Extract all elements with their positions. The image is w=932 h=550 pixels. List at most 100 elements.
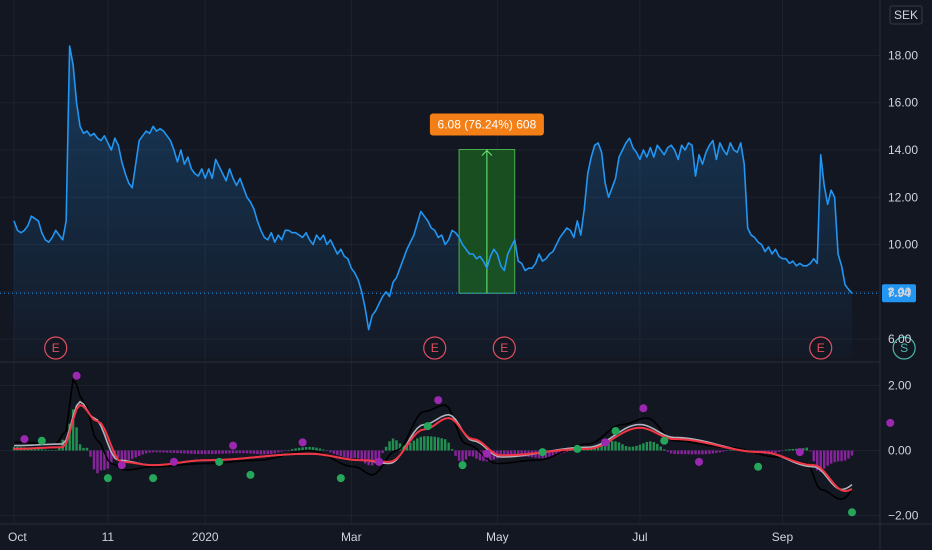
histogram-bar bbox=[833, 450, 836, 463]
cross-dot-green bbox=[246, 470, 255, 479]
histogram-bar bbox=[64, 440, 68, 451]
price-axis-tick-2: 14.00 bbox=[888, 143, 918, 157]
histogram-bar bbox=[47, 450, 50, 451]
signal-line bbox=[13, 400, 853, 491]
histogram-bar bbox=[464, 450, 468, 460]
histogram-bar bbox=[256, 450, 259, 455]
event-label-4: S bbox=[900, 341, 908, 355]
histogram-bar bbox=[840, 450, 843, 462]
event-badge-earnings-2[interactable] bbox=[492, 336, 516, 360]
cross-dot-green bbox=[611, 427, 620, 435]
histogram-bar bbox=[656, 443, 659, 451]
histogram-bar bbox=[249, 450, 252, 454]
histogram-bar bbox=[405, 444, 409, 451]
histogram-bar bbox=[235, 450, 238, 454]
cross-dot-purple bbox=[482, 449, 491, 458]
histogram-bar bbox=[450, 449, 454, 451]
cross-dot-purple bbox=[72, 371, 81, 380]
event-badge-earnings-0[interactable] bbox=[44, 336, 68, 360]
histogram-bar bbox=[847, 450, 850, 459]
histogram-bar bbox=[663, 449, 666, 451]
histogram-bar bbox=[788, 449, 791, 451]
histogram-bar bbox=[635, 445, 638, 451]
cross-dot-green bbox=[573, 444, 582, 453]
histogram-bar bbox=[638, 444, 642, 451]
histogram-bar bbox=[377, 450, 381, 460]
histogram-bar bbox=[659, 446, 662, 451]
histogram-bar bbox=[318, 448, 322, 451]
cross-dot-green bbox=[215, 457, 224, 466]
histogram-bar bbox=[510, 450, 513, 457]
histogram-bar bbox=[207, 450, 210, 455]
histogram-bar bbox=[628, 446, 631, 451]
histogram-bar bbox=[71, 409, 75, 451]
histogram-bar bbox=[193, 450, 197, 454]
price-series-line bbox=[13, 45, 853, 331]
histogram-bar bbox=[391, 438, 395, 451]
histogram-bar bbox=[51, 450, 54, 451]
histogram-bar bbox=[690, 450, 694, 455]
histogram-bar bbox=[360, 450, 363, 461]
histogram-bar bbox=[565, 450, 569, 452]
histogram-bar bbox=[221, 450, 224, 454]
cross-dot-purple bbox=[117, 461, 126, 470]
histogram-bar bbox=[836, 450, 840, 462]
histogram-bar bbox=[89, 450, 92, 457]
histogram-bar bbox=[603, 442, 607, 451]
histogram-bar bbox=[190, 450, 193, 454]
histogram-bar bbox=[829, 450, 833, 464]
histogram-bar bbox=[353, 450, 356, 458]
histogram-bar bbox=[176, 450, 179, 454]
histogram-bar bbox=[809, 450, 812, 452]
measure-label-box bbox=[429, 113, 544, 136]
event-badge-split-4[interactable] bbox=[892, 336, 916, 360]
currency-badge[interactable] bbox=[889, 5, 923, 25]
histogram-bar bbox=[395, 440, 398, 451]
histogram-bar bbox=[412, 440, 416, 451]
cross-dot-green bbox=[660, 436, 669, 445]
histogram-bar bbox=[645, 441, 649, 451]
histogram-bar bbox=[158, 450, 162, 453]
histogram-bar bbox=[791, 448, 795, 451]
event-badge-earnings-3[interactable] bbox=[809, 336, 833, 360]
histogram-bar bbox=[694, 450, 697, 455]
histogram-bar bbox=[204, 450, 207, 455]
histogram-bar bbox=[457, 450, 461, 461]
cross-dot-green bbox=[848, 508, 856, 517]
histogram-bar bbox=[336, 450, 339, 456]
histogram-bar bbox=[443, 439, 447, 451]
histogram-bar bbox=[454, 450, 457, 456]
cross-dot-green bbox=[336, 474, 345, 483]
histogram-bar bbox=[141, 450, 144, 455]
histogram-bar bbox=[245, 450, 249, 454]
histogram-bar bbox=[54, 450, 57, 451]
cross-dot-green bbox=[103, 474, 112, 483]
cross-dot-purple bbox=[601, 438, 610, 447]
histogram-bar bbox=[506, 450, 509, 458]
histogram-bar bbox=[795, 448, 798, 451]
histogram-bar bbox=[179, 450, 183, 454]
histogram-bar bbox=[214, 450, 217, 454]
histogram-bar bbox=[124, 450, 127, 461]
histogram-bar bbox=[148, 450, 151, 453]
histogram-bar bbox=[499, 450, 503, 458]
histogram-bar bbox=[280, 450, 283, 452]
histogram-bar bbox=[297, 447, 301, 451]
histogram-bar bbox=[252, 450, 256, 454]
event-label-1: E bbox=[431, 341, 439, 355]
histogram-bar bbox=[165, 450, 169, 453]
histogram-bar bbox=[666, 450, 669, 452]
histogram-bar bbox=[624, 446, 628, 451]
histogram-bar bbox=[440, 438, 443, 451]
cross-dot-purple bbox=[695, 457, 704, 466]
histogram-bar bbox=[822, 450, 826, 469]
histogram-bar bbox=[718, 450, 722, 453]
histogram-bar bbox=[294, 448, 297, 451]
price-axis-tick-5: 8.00 bbox=[888, 285, 912, 299]
histogram-bar bbox=[277, 450, 280, 453]
histogram-bar bbox=[600, 443, 603, 451]
event-badge-earnings-1[interactable] bbox=[423, 336, 447, 360]
histogram-bar bbox=[346, 450, 350, 458]
